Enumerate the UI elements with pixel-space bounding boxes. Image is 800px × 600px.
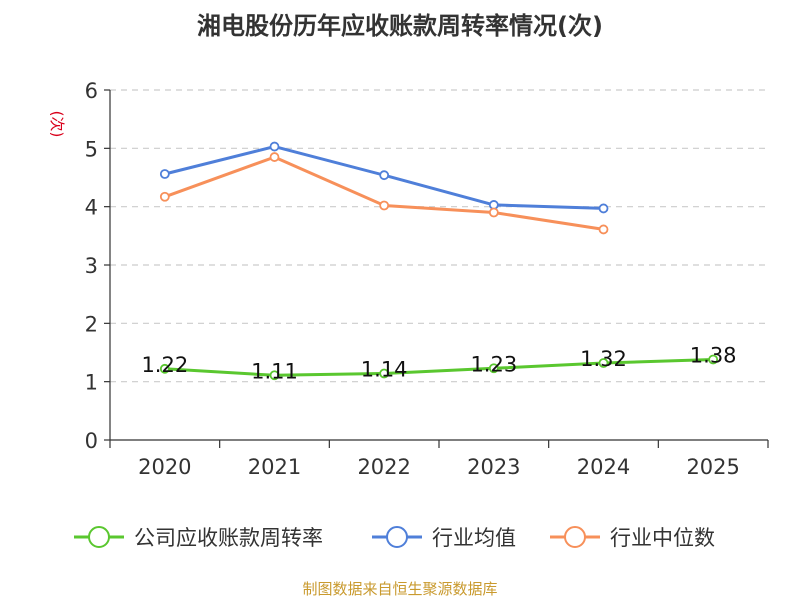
legend[interactable]: 公司应收账款周转率 行业均值 行业中位数 — [74, 526, 715, 550]
data-point[interactable] — [159, 363, 170, 374]
data-point[interactable] — [488, 363, 499, 374]
legend-item[interactable]: 公司应收账款周转率 — [74, 526, 323, 550]
series-line — [164, 155, 604, 231]
y-axis-label: (次) — [48, 111, 66, 138]
data-label: 1.22 — [141, 353, 188, 377]
data-labels: 1.22 1.11 1.14 1.23 1.32 1.38 — [141, 344, 736, 384]
data-point[interactable] — [598, 224, 609, 235]
data-point[interactable] — [708, 354, 719, 365]
y-tick-label: 2 — [85, 312, 98, 336]
data-point[interactable] — [379, 368, 390, 379]
y-axis: 0 1 2 3 4 5 6 — [85, 79, 111, 453]
y-tick-label: 4 — [85, 196, 98, 220]
data-point[interactable] — [379, 200, 390, 211]
data-label: 1.14 — [361, 358, 408, 382]
x-tick-label: 2025 — [686, 455, 739, 479]
legend-item[interactable]: 行业中位数 — [550, 526, 715, 550]
series-line — [164, 358, 714, 377]
legend-item[interactable]: 行业均值 — [372, 526, 516, 550]
chart-title: 湘电股份历年应收账款周转率情况(次) — [197, 12, 603, 40]
x-axis: 2020 2021 2022 2023 2024 2025 — [109, 439, 769, 479]
legend-label: 行业中位数 — [610, 526, 715, 550]
data-point[interactable] — [269, 370, 280, 381]
data-point[interactable] — [598, 358, 609, 368]
data-point[interactable] — [159, 169, 170, 179]
y-tick-label: 5 — [85, 137, 98, 161]
plot-area — [159, 141, 719, 381]
x-tick-label: 2023 — [467, 455, 520, 479]
data-point[interactable] — [159, 191, 170, 202]
legend-label: 行业均值 — [432, 526, 516, 550]
y-tick-label: 0 — [85, 429, 98, 453]
legend-label: 公司应收账款周转率 — [134, 526, 323, 550]
x-tick-label: 2024 — [577, 455, 630, 479]
y-tick-label: 3 — [85, 254, 98, 278]
y-tick-label: 6 — [85, 79, 98, 103]
x-tick-label: 2021 — [248, 455, 301, 479]
gridlines — [110, 89, 768, 383]
legend-marker — [386, 526, 408, 548]
x-tick-label: 2020 — [138, 455, 191, 479]
legend-marker — [88, 526, 110, 548]
data-point[interactable] — [269, 152, 280, 162]
data-point[interactable] — [598, 203, 609, 214]
data-label: 1.11 — [251, 359, 298, 383]
data-label: 1.23 — [470, 352, 517, 376]
x-tick-label: 2022 — [357, 455, 410, 479]
data-label: 1.38 — [690, 344, 737, 368]
data-point[interactable] — [379, 170, 390, 181]
legend-marker — [564, 526, 586, 548]
data-point[interactable] — [269, 141, 280, 152]
data-label: 1.32 — [580, 347, 627, 371]
source-note: 制图数据来自恒生聚源数据库 — [302, 580, 497, 598]
data-point[interactable] — [488, 207, 499, 218]
y-tick-label: 1 — [85, 371, 98, 395]
